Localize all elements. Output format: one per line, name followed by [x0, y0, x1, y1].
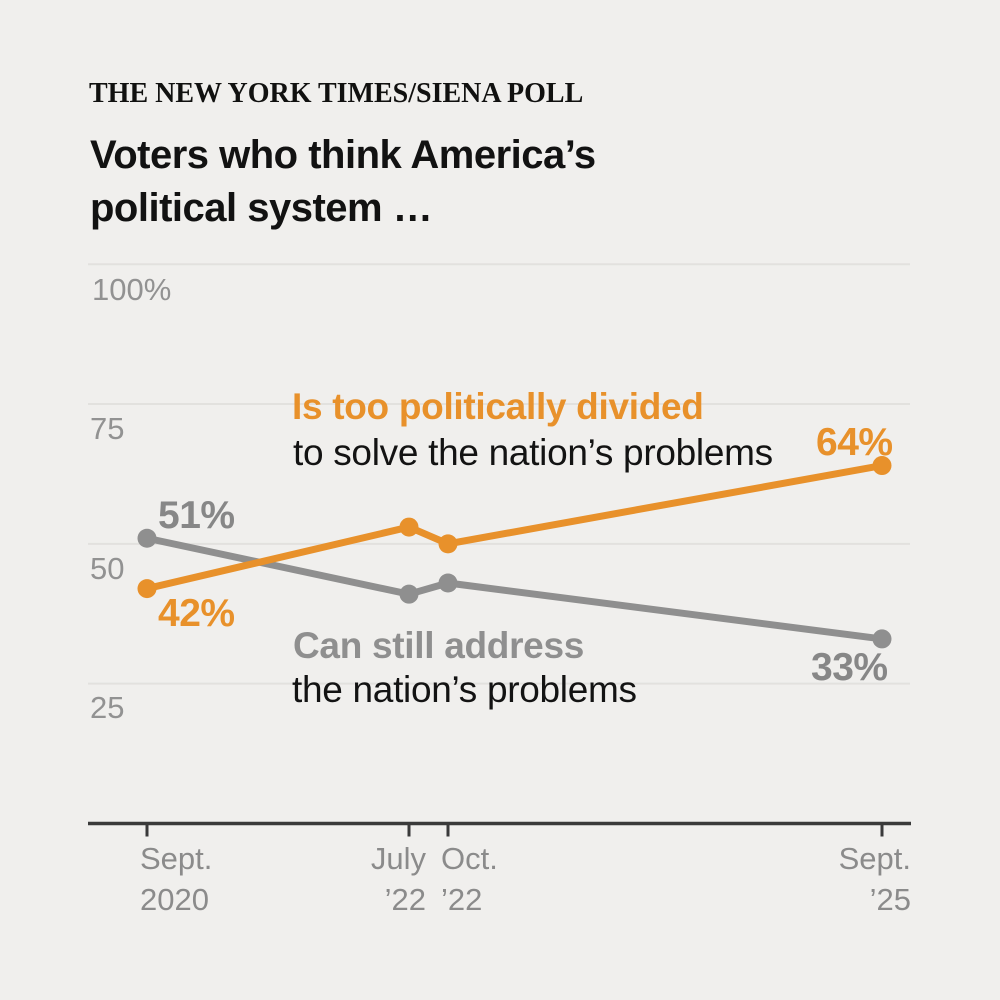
- value-label-orange-end: 64%: [816, 421, 893, 464]
- data-point-oct-22: [438, 573, 458, 593]
- x-tick-july-22-line1: July: [370, 841, 426, 876]
- value-label-gray-start: 51%: [158, 494, 235, 537]
- y-tick-50: 50: [90, 551, 125, 586]
- y-tick-100: 100%: [92, 272, 172, 307]
- legend-address-bold: Can still address: [293, 625, 585, 666]
- series-line: [146, 534, 883, 643]
- data-point-sept-2020: [137, 528, 157, 548]
- y-tick-75: 75: [90, 411, 125, 446]
- x-tick-sept-25-line2: ’25: [869, 882, 911, 917]
- x-tick-july-22-line2: ’22: [384, 882, 426, 917]
- data-point-july-22: [399, 517, 419, 537]
- legend-divided-bold: Is too politically divided: [292, 386, 704, 427]
- data-point-sept-2020: [137, 579, 157, 599]
- data-point-sept-25: [872, 629, 892, 649]
- x-tick-july-22: July ’22: [276, 838, 426, 920]
- x-tick-sept-25: Sept. ’25: [761, 838, 911, 920]
- x-tick-sept-2020-line1: Sept.: [140, 841, 213, 876]
- y-tick-25: 25: [90, 690, 125, 725]
- x-tick-sept-2020: Sept. 2020: [140, 838, 212, 920]
- chart-title-line2: political system …: [90, 186, 433, 230]
- legend-address-rest: the nation’s problems: [292, 669, 637, 710]
- chart-title-line1: Voters who think America’s: [90, 133, 596, 177]
- data-point-oct-22: [438, 534, 458, 554]
- value-label-orange-start: 42%: [158, 592, 235, 635]
- x-tick-oct-22-line2: ’22: [441, 882, 483, 917]
- data-point-july-22: [399, 584, 419, 604]
- x-tick-sept-25-line1: Sept.: [838, 841, 911, 876]
- series-line: [146, 462, 883, 593]
- legend-divided-rest: to solve the nation’s problems: [293, 432, 773, 473]
- x-tick-oct-22: Oct. ’22: [441, 838, 498, 920]
- x-tick-oct-22-line1: Oct.: [441, 841, 498, 876]
- value-label-gray-end: 33%: [811, 646, 888, 689]
- x-tick-sept-2020-line2: 2020: [140, 882, 209, 917]
- data-point-sept-25: [872, 456, 892, 476]
- source-kicker: THE NEW YORK TIMES/SIENA POLL: [89, 78, 584, 109]
